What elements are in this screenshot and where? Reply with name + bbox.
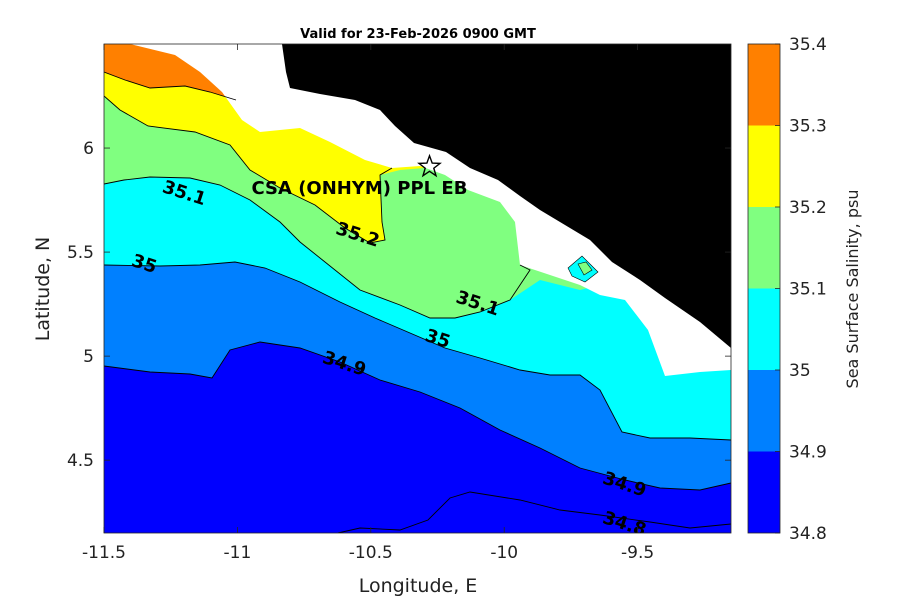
green-fleck <box>577 261 593 276</box>
colorbar-label: Sea Surface Salinity, psu <box>843 190 862 389</box>
land-mass <box>282 44 731 348</box>
colorbar-band <box>748 288 780 370</box>
colorbar-band <box>748 44 780 126</box>
contour-35.3 <box>104 71 237 101</box>
contour-35.2 <box>104 95 393 244</box>
site-label: CSA (ONHYM) PPL EB <box>252 178 468 199</box>
x-tick-label: -11 <box>224 543 252 563</box>
y-tick-label: 4.5 <box>67 451 94 471</box>
x-tick-label: -11.5 <box>82 543 126 563</box>
colorbar-band <box>748 125 780 207</box>
colorbar-tick-label: 35.2 <box>789 198 827 218</box>
figure-title: Valid for 23-Feb-2026 0900 GMT <box>300 27 536 42</box>
colorbar-tick-label: 35.4 <box>789 35 827 55</box>
colorbar-tick-label: 35 <box>789 361 811 381</box>
colorbar-band <box>748 370 780 452</box>
y-tick-label: 5 <box>83 347 94 367</box>
colorbar-tick-label: 34.8 <box>789 524 827 544</box>
colorbar <box>748 44 780 533</box>
contour-lines <box>104 71 731 533</box>
contour-34.8 <box>337 491 731 533</box>
y-axis-ticks: 4.5 5 5.5 6 <box>67 139 731 471</box>
site-star-icon <box>417 153 442 178</box>
colorbar-tick-label: 35.3 <box>789 117 827 137</box>
colorbar-ticks: 34.8 34.9 35 35.1 35.2 35.3 35.4 <box>775 35 827 544</box>
y-tick-label: 6 <box>83 139 94 159</box>
x-axis-label: Longitude, E <box>359 575 478 597</box>
colorbar-band <box>748 451 780 533</box>
y-tick-label: 5.5 <box>67 243 94 263</box>
x-axis-ticks: -11.5 -11 -10.5 -10 -9.5 <box>82 44 654 563</box>
x-tick-label: -10.5 <box>349 543 393 563</box>
contour-34.9 <box>104 341 731 491</box>
x-tick-label: -9.5 <box>621 543 654 563</box>
y-axis-label: Latitude, N <box>32 237 54 342</box>
plot-frame <box>103 43 732 534</box>
contour-35.1 <box>104 176 531 319</box>
x-tick-label: -10 <box>490 543 518 563</box>
contour-35.0 <box>104 261 731 441</box>
colorbar-band <box>748 207 780 289</box>
colorbar-tick-label: 34.9 <box>789 443 827 463</box>
colorbar-tick-label: 35.1 <box>789 280 827 300</box>
